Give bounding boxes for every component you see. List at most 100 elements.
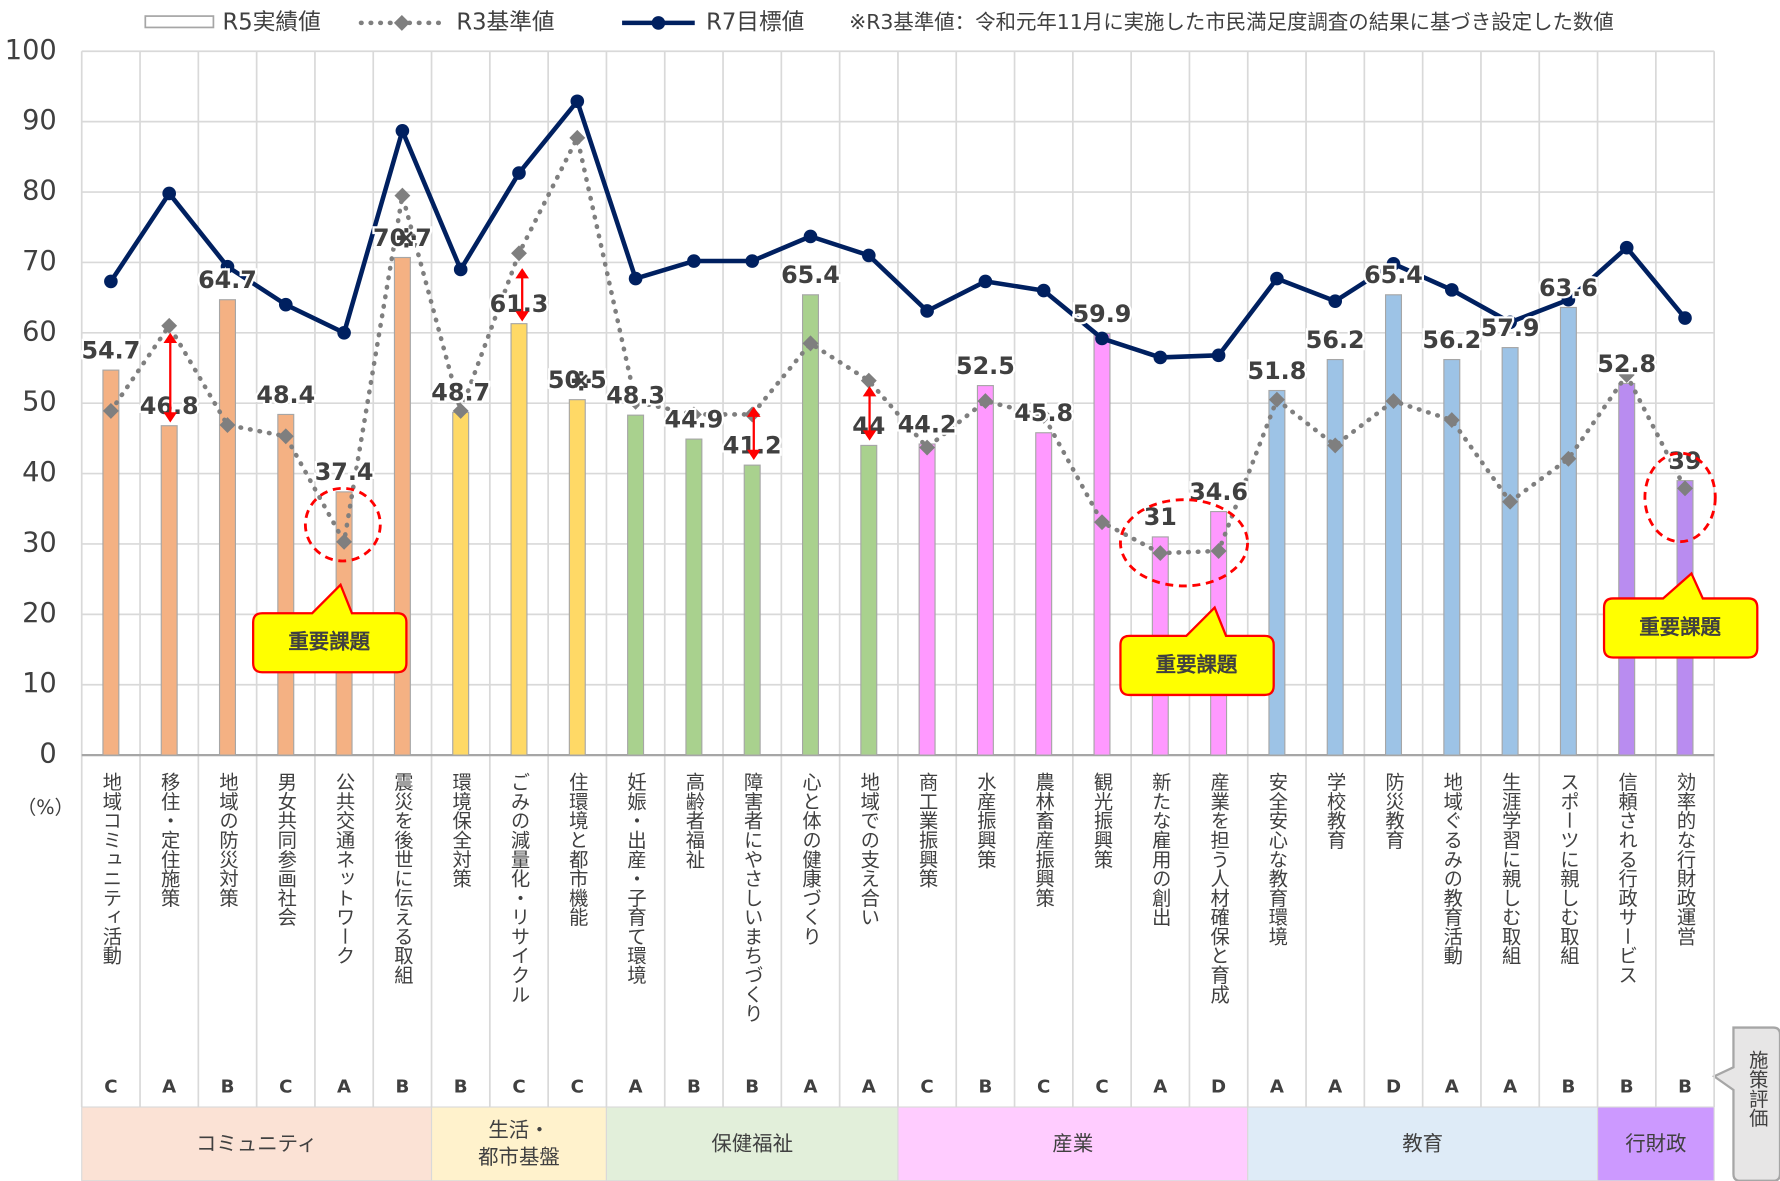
baseline-marker xyxy=(1268,391,1285,408)
category-label: 安全安心な教育環境 xyxy=(1265,772,1288,946)
grade: A xyxy=(1153,1077,1167,1098)
target-marker xyxy=(1444,283,1459,297)
bar xyxy=(160,425,178,756)
bar xyxy=(452,411,470,756)
grade: A xyxy=(162,1077,176,1098)
grade: B xyxy=(978,1077,992,1098)
category-label: 観光振興策 xyxy=(1090,772,1113,868)
target-marker xyxy=(803,229,818,244)
target-marker xyxy=(1561,292,1576,307)
bar xyxy=(801,294,820,756)
group-band xyxy=(1247,1106,1599,1181)
baseline-marker xyxy=(1035,407,1052,424)
baseline-marker xyxy=(394,187,411,204)
target-marker xyxy=(1270,271,1284,286)
value-label: 65.4 xyxy=(781,261,840,289)
category-label: 環境保全対策 xyxy=(449,772,472,888)
bar xyxy=(1384,294,1403,756)
y-tick-label: 10 xyxy=(22,668,57,699)
grade: C xyxy=(512,1077,525,1098)
value-label: 57.9 xyxy=(1481,314,1540,342)
grade: B xyxy=(1678,1077,1692,1098)
group-label: 産業 xyxy=(1052,1131,1093,1155)
value-label: 52.5 xyxy=(956,352,1015,380)
target-marker xyxy=(861,248,876,263)
bar xyxy=(1326,358,1344,756)
value-label: 63.6 xyxy=(1539,274,1598,302)
category-label: 妊娠・出産・子育て環境 xyxy=(624,772,647,984)
category-label: ごみの減量化・リサイクル xyxy=(507,772,530,1004)
grade: B xyxy=(1620,1077,1634,1098)
baseline-marker xyxy=(1502,493,1519,510)
category-label: 産業を担う人材確保と育成 xyxy=(1207,772,1230,1004)
category-label: 新たな雇用の創出 xyxy=(1149,772,1172,926)
y-tick-label: 80 xyxy=(22,176,57,207)
value-label: 54.7 xyxy=(81,336,140,364)
category-label: スポーツに親しむ取組 xyxy=(1557,772,1580,965)
baseline-marker xyxy=(1152,545,1169,562)
baseline-marker xyxy=(219,417,236,433)
target-marker xyxy=(570,94,585,109)
target-line xyxy=(108,98,1687,360)
category-label: 生涯学習に親しむ取組 xyxy=(1499,772,1522,965)
bar xyxy=(685,438,703,756)
highlight-circle xyxy=(1119,498,1250,588)
grade: A xyxy=(1503,1077,1517,1098)
target-marker xyxy=(1095,331,1109,346)
bar xyxy=(1268,389,1286,756)
value-label: 70.7 xyxy=(373,224,432,252)
group-label: コミュニティ xyxy=(196,1131,317,1155)
value-label: 59.9 xyxy=(1073,300,1132,328)
value-label: 44.9 xyxy=(664,405,723,433)
category-label: 地域コミュニティ活動 xyxy=(99,772,122,965)
category-label: 障害者にやさしいまちづくり xyxy=(741,772,764,1023)
value-label: 50.5 xyxy=(548,366,607,394)
group-band xyxy=(605,1106,899,1181)
category-label: 防災教育 xyxy=(1382,772,1405,850)
legend-label: R5実績値 xyxy=(223,9,321,35)
value-label: 56.2 xyxy=(1306,326,1365,354)
legend-marker xyxy=(651,16,666,30)
baseline-marker xyxy=(685,406,702,423)
baseline-line xyxy=(108,131,1688,556)
y-tick-label: 0 xyxy=(39,739,56,770)
y-tick-label: 60 xyxy=(22,316,57,347)
grade: A xyxy=(1270,1077,1284,1098)
category-label: 信頼される行政サービス xyxy=(1615,772,1638,984)
baseline-marker xyxy=(627,393,644,410)
category-label: 地域ぐるみの教育活動 xyxy=(1440,772,1463,965)
y-tick-label: 70 xyxy=(22,246,57,277)
value-label: 39 xyxy=(1668,447,1701,475)
bar xyxy=(277,413,295,756)
value-label: 48.4 xyxy=(256,381,315,409)
target-marker xyxy=(453,262,468,277)
y-tick-label: 20 xyxy=(22,598,57,629)
grade: C xyxy=(1037,1077,1050,1098)
target-marker xyxy=(1386,257,1401,271)
target-marker xyxy=(104,274,118,289)
value-label: 31 xyxy=(1144,503,1177,531)
grade: A xyxy=(862,1077,876,1098)
grade: C xyxy=(1095,1077,1108,1098)
grade: B xyxy=(1561,1077,1575,1098)
target-marker xyxy=(1619,240,1634,255)
y-tick-label: 90 xyxy=(22,105,57,136)
bar xyxy=(1618,382,1636,756)
grade: A xyxy=(629,1077,643,1098)
target-marker xyxy=(978,274,993,289)
grade: B xyxy=(454,1077,468,1098)
bar xyxy=(1559,306,1577,756)
value-label: 65.4 xyxy=(1364,261,1423,289)
bar xyxy=(743,464,761,756)
target-marker xyxy=(628,271,643,286)
category-label: 商工業振興策 xyxy=(916,772,939,888)
group-band xyxy=(430,1106,608,1181)
legend-swatch xyxy=(144,15,215,29)
category-label: 高齢者福祉 xyxy=(682,772,705,868)
legend-marker xyxy=(393,14,410,31)
grade: B xyxy=(687,1077,701,1098)
grade: C xyxy=(279,1077,292,1098)
grade-label-box xyxy=(1711,1026,1780,1181)
grade: A xyxy=(1445,1077,1459,1098)
group-label: 生活・ xyxy=(488,1118,549,1142)
